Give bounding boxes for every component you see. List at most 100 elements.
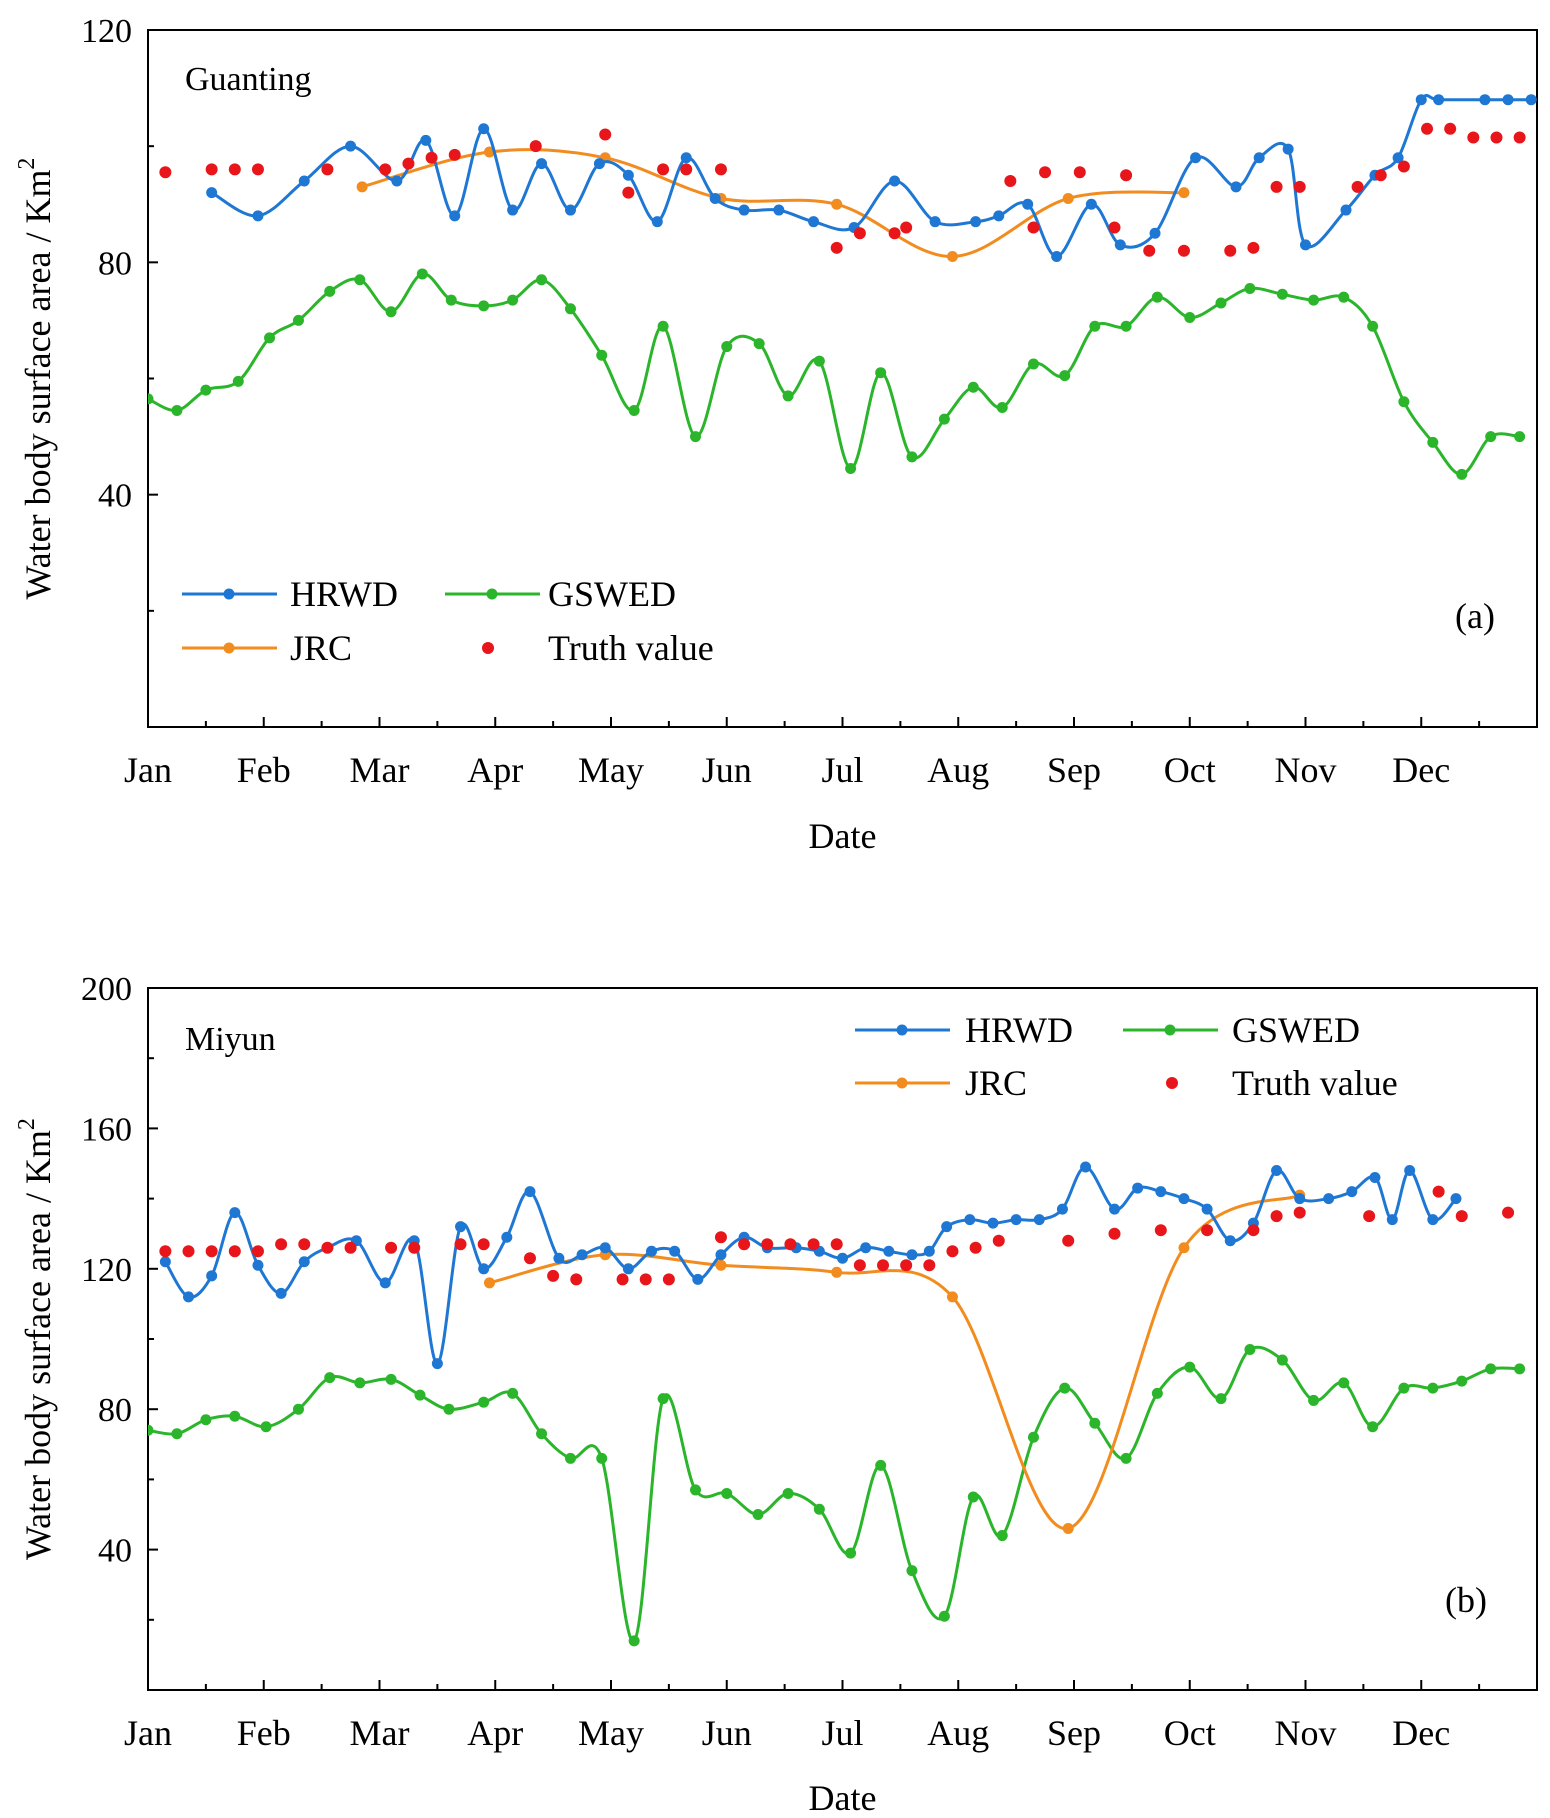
data-point <box>1282 143 1294 155</box>
data-point <box>964 1214 976 1226</box>
truth-point <box>385 1241 398 1254</box>
data-point <box>292 1403 304 1415</box>
data-point <box>721 1487 733 1499</box>
data-point <box>1224 1235 1236 1247</box>
data-point <box>354 274 366 286</box>
data-point <box>1089 1417 1101 1429</box>
series-gswed <box>148 268 1526 480</box>
truth-point <box>761 1238 774 1251</box>
data-point <box>1010 1214 1022 1226</box>
series-line <box>210 93 1532 259</box>
data-point <box>628 1635 640 1647</box>
data-point <box>229 1207 241 1219</box>
data-point <box>1215 297 1227 309</box>
truth-point <box>1177 244 1190 257</box>
data-point <box>1338 1377 1350 1389</box>
truth-point <box>738 1238 751 1251</box>
truth-point <box>1201 1224 1214 1237</box>
truth-point <box>182 1245 195 1258</box>
data-point <box>1456 468 1468 480</box>
data-point <box>260 1421 272 1433</box>
data-point <box>1059 1382 1071 1394</box>
truth-point <box>662 1273 675 1286</box>
data-point <box>414 1389 426 1401</box>
truth-point <box>1490 131 1503 144</box>
x-tick-label-aug: Aug <box>927 1713 989 1753</box>
y-axis-title-superscript: 2 <box>14 158 40 170</box>
x-tick-label-apr: Apr <box>467 750 523 790</box>
data-point <box>967 1491 979 1503</box>
data-point <box>1178 1193 1190 1205</box>
data-point <box>1346 1186 1358 1198</box>
data-point <box>596 349 608 361</box>
truth-point <box>1108 221 1121 234</box>
data-point <box>536 158 548 170</box>
data-point <box>443 1403 455 1415</box>
data-point <box>292 314 304 326</box>
data-point <box>1056 1203 1068 1215</box>
truth-point <box>1247 1224 1260 1237</box>
data-point <box>689 1484 701 1496</box>
truth-point <box>448 148 461 161</box>
data-point <box>356 181 368 193</box>
data-point <box>324 1372 336 1384</box>
x-tick-label-mar: Mar <box>350 1713 410 1753</box>
data-point <box>657 320 669 332</box>
site-label: Guanting <box>185 61 312 98</box>
truth-point <box>228 1245 241 1258</box>
data-point <box>264 332 276 344</box>
series-line <box>164 1165 1458 1366</box>
truth-point <box>1108 1227 1121 1240</box>
x-tick-label-jul: Jul <box>821 750 863 790</box>
truth-point <box>298 1238 311 1251</box>
x-tick-label-apr: Apr <box>467 1713 523 1753</box>
truth-point <box>275 1238 288 1251</box>
data-point <box>252 210 264 222</box>
x-tick-label-oct: Oct <box>1164 1713 1216 1753</box>
data-point <box>1386 1214 1398 1226</box>
series-gswed <box>148 1344 1526 1647</box>
data-point <box>564 204 576 216</box>
data-point <box>1276 1354 1288 1366</box>
data-point <box>875 367 887 379</box>
legend-label-gswed: GSWED <box>548 574 676 614</box>
data-point <box>967 381 979 393</box>
series-line <box>361 148 1185 259</box>
y-tick-label: 160 <box>81 1111 132 1148</box>
data-point <box>1398 396 1410 408</box>
data-point <box>445 294 457 306</box>
data-point <box>1215 1393 1227 1405</box>
data-point <box>593 158 605 170</box>
legend-label-jrc: JRC <box>965 1063 1027 1103</box>
truth-point <box>1143 244 1156 257</box>
panel-tag: (b) <box>1445 1580 1487 1620</box>
data-point <box>1149 227 1161 239</box>
truth-point <box>159 1245 172 1258</box>
y-axis-title: Water body surface area / Km2 <box>14 158 58 600</box>
truth-point <box>639 1273 652 1286</box>
data-point <box>1151 1387 1163 1399</box>
truth-point <box>853 227 866 240</box>
y-axis-title-text: Water body surface area / Km <box>18 170 58 600</box>
truth-point <box>1270 180 1283 193</box>
series-hrwd <box>206 93 1537 263</box>
data-point <box>1080 1161 1092 1173</box>
data-point <box>420 134 432 146</box>
truth-point <box>657 163 670 176</box>
data-point <box>1190 152 1202 164</box>
data-point <box>875 1459 887 1471</box>
data-point <box>1404 1165 1416 1177</box>
legend-marker <box>896 1024 908 1036</box>
data-point <box>738 204 750 216</box>
data-point <box>845 1547 857 1559</box>
data-point <box>715 1249 727 1261</box>
data-point <box>478 1263 490 1275</box>
data-point <box>628 404 640 416</box>
legend-label-hrwd: HRWD <box>290 574 398 614</box>
x-tick-label-jan: Jan <box>124 750 172 790</box>
truth-point <box>1039 166 1052 179</box>
legend-label-gswed: GSWED <box>1232 1010 1360 1050</box>
truth-point <box>1351 180 1364 193</box>
data-point <box>576 1249 588 1261</box>
data-point <box>148 393 154 405</box>
